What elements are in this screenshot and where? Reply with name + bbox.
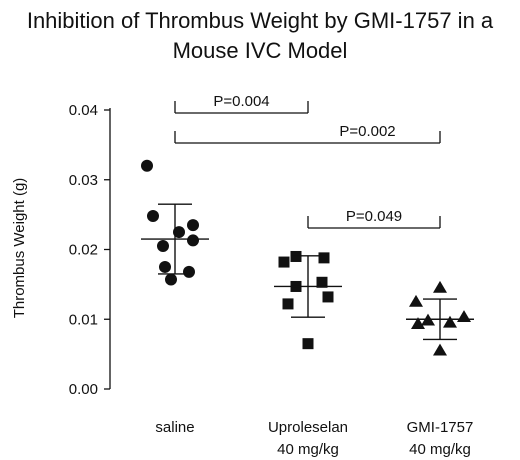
data-point	[173, 226, 185, 239]
p-value-label: P=0.004	[213, 93, 269, 110]
y-tick-label: 0.01	[69, 311, 98, 328]
x-axis-labels: saline Uproleselan 40 mg/kg GMI-1757 40 mg/k…	[155, 419, 473, 458]
category-label: GMI-1757	[407, 419, 474, 436]
category-label: 40 mg/kg	[277, 441, 339, 458]
data-points	[141, 159, 471, 356]
mean-sd-bars	[141, 203, 474, 341]
category-label: saline	[155, 419, 194, 436]
data-point	[165, 273, 177, 286]
category-label: 40 mg/kg	[409, 441, 471, 458]
data-point	[318, 252, 330, 264]
significance-brackets: P=0.004 P=0.002 P=0.049	[174, 93, 441, 229]
data-point	[159, 260, 171, 273]
data-point	[187, 234, 199, 247]
data-point	[457, 310, 471, 323]
chart-title-line-2: Mouse IVC Model	[172, 38, 348, 63]
y-axis-ticks: 0.00 0.01 0.02 0.03 0.04	[69, 102, 110, 398]
chart-title-line-1: Inhibition of Thrombus Weight by GMI-175…	[26, 8, 494, 33]
y-tick-label: 0.04	[69, 102, 98, 119]
data-point	[187, 219, 199, 232]
data-point	[183, 265, 195, 278]
y-tick-label: 0.02	[69, 242, 98, 259]
data-point	[302, 338, 314, 350]
data-point	[282, 298, 294, 310]
data-point	[157, 240, 169, 253]
data-point	[433, 343, 447, 356]
data-point	[316, 276, 328, 288]
data-point	[141, 159, 153, 172]
data-point	[443, 315, 457, 328]
data-point	[409, 294, 423, 307]
p-value-label: P=0.002	[339, 123, 395, 140]
p-value-label: P=0.049	[346, 208, 402, 225]
data-point	[322, 291, 334, 303]
y-axis-title: Thrombus Weight (g)	[11, 178, 28, 319]
data-point	[411, 317, 425, 330]
y-tick-label: 0.00	[69, 381, 98, 398]
category-label: Uproleselan	[268, 419, 348, 436]
data-point	[278, 256, 290, 268]
chart-title: Inhibition of Thrombus Weight by GMI-175…	[0, 6, 520, 66]
data-point	[147, 210, 159, 223]
y-tick-label: 0.03	[69, 172, 98, 189]
data-point	[433, 280, 447, 293]
